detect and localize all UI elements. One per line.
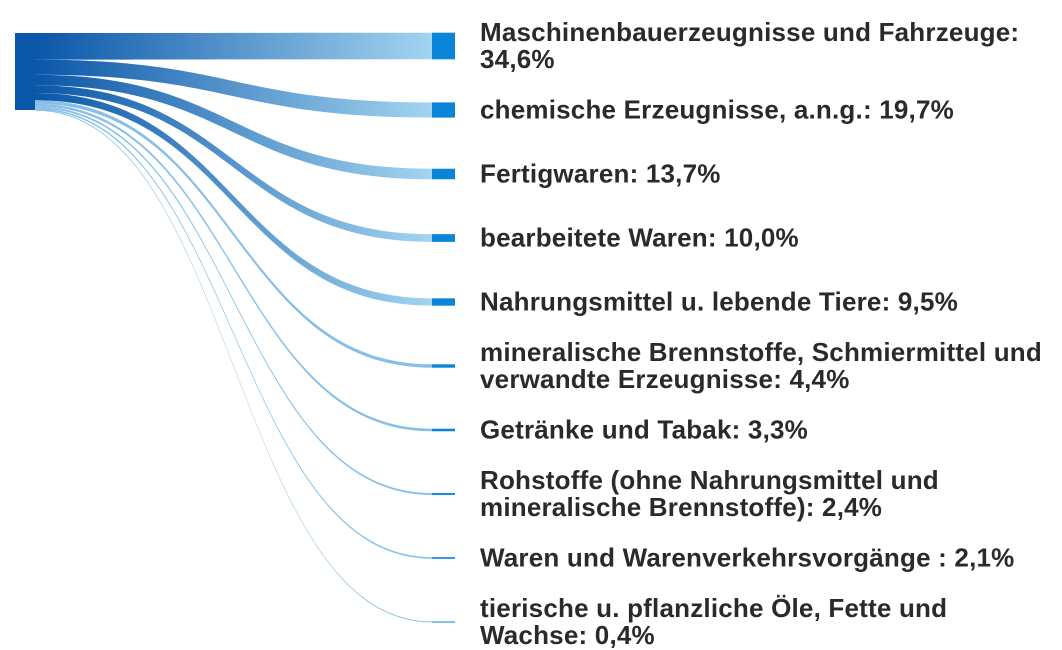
- target-node: [432, 493, 455, 495]
- flow: [35, 59, 432, 118]
- flow: [35, 109, 432, 623]
- data-label: bearbeitete Waren: 10,0%: [480, 222, 799, 253]
- data-label: Nahrungsmittel u. lebende Tiere: 9,5%: [480, 286, 958, 317]
- flow: [35, 93, 432, 306]
- data-label: tierische u. pflanzliche Öle, Fette und …: [480, 593, 948, 650]
- data-label: chemische Erzeugnisse, a.n.g.: 19,7%: [480, 94, 954, 125]
- flow: [35, 106, 432, 495]
- flow: [35, 100, 432, 368]
- target-node: [432, 234, 455, 242]
- source-node: [15, 33, 35, 110]
- target-node: [432, 168, 455, 180]
- target-node: [432, 298, 455, 306]
- flow: [35, 74, 432, 180]
- flow: [35, 32, 432, 60]
- data-label: Maschinenbauerzeugnisse und Fahrzeuge: 3…: [480, 17, 1020, 74]
- target-node: [432, 621, 455, 623]
- flow: [35, 103, 432, 432]
- target-node: [432, 102, 455, 118]
- data-label: Fertigwaren: 13,7%: [480, 158, 721, 189]
- data-label: Rohstoffe (ohne Nahrungsmittel und miner…: [480, 465, 939, 522]
- flow: [35, 85, 432, 242]
- data-label: Waren und Warenverkehrsvorgänge : 2,1%: [480, 542, 1015, 573]
- data-label: Getränke und Tabak: 3,3%: [480, 414, 808, 445]
- target-node: [432, 557, 455, 559]
- target-node: [432, 32, 455, 60]
- target-node: [432, 364, 455, 368]
- flow: [35, 108, 432, 559]
- target-node: [432, 428, 455, 432]
- data-label: mineralische Brennstoffe, Schmiermittel …: [480, 337, 1042, 394]
